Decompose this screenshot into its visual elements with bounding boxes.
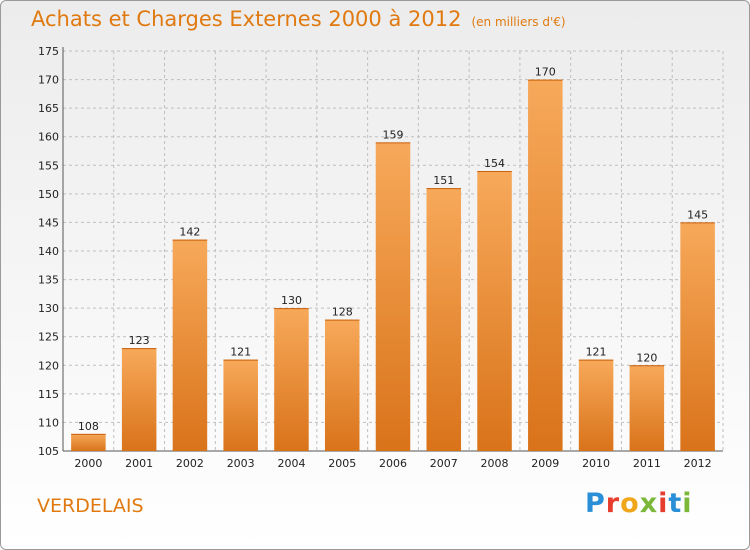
y-tick-label: 165	[38, 102, 59, 115]
chart-subtitle: (en milliers d'€)	[471, 15, 566, 29]
x-tick-label: 2010	[582, 457, 610, 470]
y-tick-label: 175	[38, 45, 59, 58]
bar-2003	[223, 359, 258, 451]
x-tick-label: 2008	[481, 457, 509, 470]
x-tick-label: 2003	[227, 457, 255, 470]
x-tick-label: 2002	[176, 457, 204, 470]
data-label: 170	[535, 66, 556, 79]
y-tick-label: 110	[38, 416, 59, 429]
title-text: Achats et Charges Externes 2000 à 2012	[31, 7, 462, 31]
data-label: 130	[281, 294, 302, 307]
logo-letter: i	[682, 488, 693, 519]
commune-name: VERDELAIS	[37, 495, 144, 517]
y-tick-label: 130	[38, 302, 59, 315]
logo-letter: o	[620, 488, 640, 519]
data-label: 123	[129, 334, 150, 347]
y-tick-label: 145	[38, 216, 59, 229]
logo-letter: i	[658, 488, 669, 519]
data-label: 145	[687, 208, 708, 221]
data-labels: 108 123 142 121 130 128 159 151 154 170 121 120 145	[78, 66, 708, 433]
bar-2006	[375, 142, 411, 451]
proxiti-logo: Proxiti	[585, 488, 693, 519]
bar-2004	[274, 308, 309, 451]
data-label: 142	[179, 226, 200, 239]
bar-2000	[71, 433, 106, 451]
x-tick-label: 2000	[74, 457, 102, 470]
data-label: 151	[433, 174, 454, 187]
bar-2012	[680, 222, 715, 451]
x-tick-label: 2004	[277, 457, 305, 470]
x-tick-label: 2005	[328, 457, 356, 470]
bar-2005	[324, 319, 360, 451]
chart-title: Achats et Charges Externes 2000 à 2012 (e…	[31, 7, 566, 31]
bar-2002	[172, 239, 208, 451]
x-tick-label: 2001	[125, 457, 153, 470]
y-tick-label: 115	[38, 388, 59, 401]
y-tick-label: 135	[38, 274, 59, 287]
x-tick-label: 2011	[633, 457, 661, 470]
x-tick-label: 2012	[684, 457, 712, 470]
x-tick-label: 2006	[379, 457, 407, 470]
logo-letter: x	[639, 488, 659, 519]
data-label: 128	[332, 306, 353, 319]
bar-2010	[578, 359, 614, 451]
y-tick-label: 140	[38, 245, 59, 258]
y-tick-label: 105	[38, 445, 59, 458]
x-tick-label: 2007	[430, 457, 458, 470]
y-tick-label: 155	[38, 159, 59, 172]
y-tick-label: 170	[38, 74, 59, 87]
data-label: 120	[636, 351, 657, 364]
data-label: 108	[78, 420, 99, 433]
logo-letter: P	[585, 488, 606, 519]
x-tick-label: 2009	[531, 457, 559, 470]
bar-2001	[121, 348, 157, 451]
bar-2008	[477, 171, 512, 451]
y-tick-labels: 105 110 115 120 125 130 135 140 145 150 155 160 165 1…	[38, 45, 59, 458]
logo-letter: r	[605, 488, 621, 519]
data-label: 121	[586, 346, 607, 359]
y-tick-label: 120	[38, 359, 59, 372]
y-tick-label: 150	[38, 188, 59, 201]
data-label: 154	[484, 157, 505, 170]
logo-letter: t	[668, 488, 683, 519]
bar-2009	[528, 79, 563, 452]
y-tick-label: 160	[38, 131, 59, 144]
x-tick-labels: 2000 2001 2002 2003 2004 2005 2006 2007 2008 2009…	[74, 457, 711, 470]
data-label: 121	[230, 346, 251, 359]
bars	[71, 79, 715, 452]
data-label: 159	[383, 128, 404, 141]
y-tick-label: 125	[38, 331, 59, 344]
bar-2007	[426, 188, 462, 451]
bar-2011	[629, 365, 665, 451]
